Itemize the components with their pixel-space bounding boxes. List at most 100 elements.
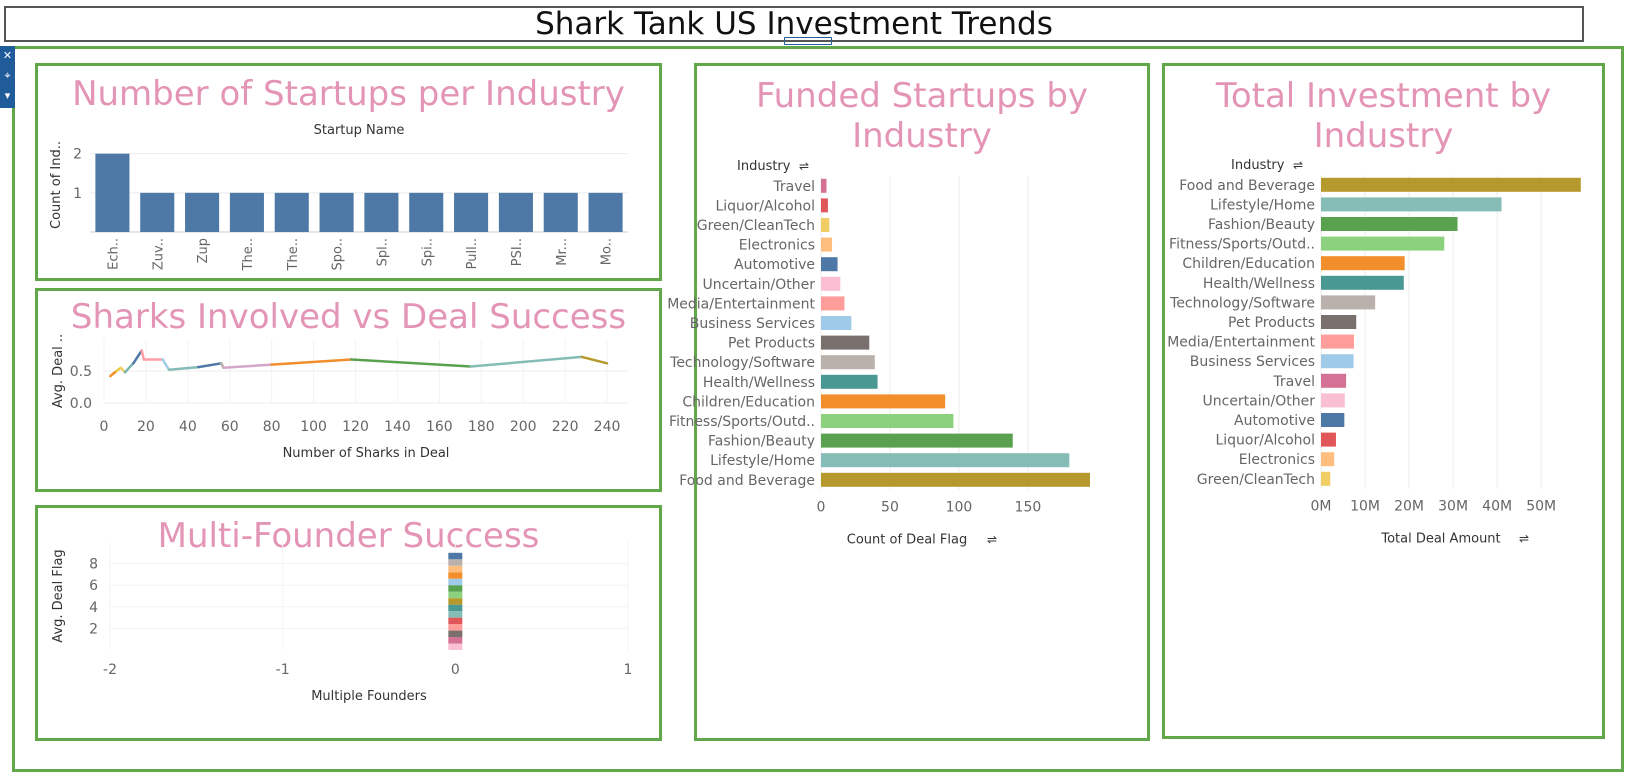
bar bbox=[1321, 256, 1405, 271]
bar bbox=[821, 316, 852, 330]
y-tick-label: Automotive bbox=[1234, 413, 1315, 429]
y-tick-label: Pet Products bbox=[1228, 315, 1315, 331]
series-line-segment bbox=[109, 369, 118, 378]
sharks-vs-success-chart: 0.0 0.5 0 20 40 60 80 100 120 140 160 180 200 220 240 N… bbox=[51, 334, 628, 461]
y-tick-label: Green/CleanTech bbox=[1197, 472, 1315, 488]
bar bbox=[1321, 413, 1345, 427]
panel-funded-by-industry[interactable]: Funded Startups by Industry Industry ⇌ 0 50… bbox=[667, 63, 1150, 741]
x-tick-label: Pull.. bbox=[465, 238, 480, 269]
bar bbox=[821, 394, 946, 409]
y-tick-label: Business Services bbox=[1190, 354, 1315, 370]
stack-segment bbox=[448, 565, 463, 573]
x-tick-label: 10M bbox=[1350, 499, 1380, 515]
x-tick-label: 80 bbox=[263, 419, 281, 435]
bar bbox=[821, 453, 1070, 468]
bar bbox=[821, 178, 827, 193]
series-line-segment bbox=[161, 358, 171, 371]
series-line-segment bbox=[222, 363, 273, 370]
y-axis-title: Avg. Deal .. bbox=[51, 334, 66, 408]
pin-icon[interactable]: ⌖ bbox=[4, 69, 11, 82]
x-tick-label: 100 bbox=[300, 419, 327, 435]
bar bbox=[1321, 393, 1345, 408]
x-tick-label: Mr... bbox=[555, 238, 570, 266]
close-icon[interactable]: ✕ bbox=[2, 49, 13, 62]
bar bbox=[140, 192, 175, 232]
y-tick-label: Fashion/Beauty bbox=[708, 434, 815, 450]
panel-sharks-vs-success[interactable]: Sharks Involved vs Deal Success 0.0 0.5 0 2… bbox=[35, 288, 662, 492]
x-tick-label: -2 bbox=[103, 662, 117, 678]
y-tick-label: 2 bbox=[89, 621, 98, 637]
bar bbox=[95, 153, 130, 232]
chart-title: Multi-Founder Success bbox=[157, 516, 540, 556]
y-tick-label: Travel bbox=[772, 179, 815, 195]
bar bbox=[821, 335, 870, 350]
x-tick-label: Ech.. bbox=[106, 238, 121, 270]
stack-segment bbox=[448, 572, 463, 579]
y-tick-label: Food and Beverage bbox=[679, 473, 815, 489]
series-line-segment bbox=[140, 349, 146, 361]
chevron-down-icon[interactable]: ▾ bbox=[4, 89, 11, 102]
x-tick-label: PSI.. bbox=[510, 238, 525, 266]
x-tick-label: 20 bbox=[137, 419, 155, 435]
bar bbox=[821, 472, 1090, 487]
x-tick-label: 30M bbox=[1438, 499, 1468, 515]
panel-startups-per-industry[interactable]: Number of Startups per Industry Startup … bbox=[35, 63, 662, 281]
y-tick-label: Automotive bbox=[734, 257, 815, 273]
bar bbox=[543, 192, 578, 232]
bar bbox=[1321, 452, 1335, 467]
y-tick-label: 6 bbox=[89, 578, 98, 594]
chart-title-line-1: Total Investment by bbox=[1215, 76, 1552, 116]
y-tick-label: Electronics bbox=[1239, 452, 1315, 468]
series-line-segment bbox=[132, 349, 143, 365]
x-tick-label: Spo.. bbox=[331, 238, 346, 271]
x-tick-label: 50 bbox=[881, 500, 899, 516]
series-line-segment bbox=[469, 355, 584, 368]
y-tick-label: 0.5 bbox=[70, 364, 92, 380]
stack-segment bbox=[448, 604, 463, 612]
stack-segment bbox=[448, 624, 463, 631]
y-tick-label: Travel bbox=[1272, 374, 1315, 390]
x-tick-label: 40 bbox=[179, 419, 197, 435]
y-tick-label: 1 bbox=[73, 186, 82, 202]
y-tick-label: Food and Beverage bbox=[1179, 178, 1315, 194]
bar bbox=[821, 257, 838, 272]
floating-toolbar[interactable]: ✕ ⌖ ▾ bbox=[0, 46, 15, 108]
series-line-segment bbox=[197, 362, 223, 369]
y-tick-label: Children/Education bbox=[682, 394, 815, 410]
bar bbox=[1321, 432, 1336, 447]
bar bbox=[1321, 315, 1357, 329]
sort-icon: ⇌ bbox=[799, 159, 809, 173]
x-axis-title: Count of Deal Flag bbox=[847, 533, 967, 548]
x-axis-title: Startup Name bbox=[314, 123, 405, 138]
startups-per-industry-chart: Startup Name Count of Ind.. 1 2 Ech.. Zuv.. Zu… bbox=[49, 123, 628, 271]
bar bbox=[454, 192, 489, 232]
bar bbox=[821, 276, 841, 291]
stack-segment bbox=[448, 585, 463, 592]
y-tick-label: 2 bbox=[73, 147, 82, 163]
x-tick-label: 60 bbox=[221, 419, 239, 435]
y-axis-title: Avg. Deal Flag bbox=[51, 549, 66, 642]
panel-total-investment[interactable]: Total Investment by Industry Industry ⇌ 0M… bbox=[1162, 63, 1605, 739]
bar bbox=[1321, 334, 1355, 349]
bar bbox=[1321, 275, 1404, 290]
series-line-segment bbox=[350, 358, 473, 368]
y-tick-label: Pet Products bbox=[728, 336, 815, 352]
x-tick-label: 0 bbox=[451, 662, 460, 678]
funded-by-industry-chart: Industry ⇌ 0 50 100 150 Count of Deal Flag ⇌ Tra… bbox=[667, 159, 1090, 548]
bar bbox=[821, 433, 1013, 448]
chart-title: Sharks Involved vs Deal Success bbox=[70, 297, 627, 337]
y-tick-label: 8 bbox=[89, 557, 98, 573]
y-tick-label: Fashion/Beauty bbox=[1208, 217, 1315, 233]
bar bbox=[1321, 217, 1458, 231]
bar bbox=[588, 192, 623, 232]
bar bbox=[185, 192, 220, 232]
chart-title-line-2: Industry bbox=[852, 116, 992, 156]
title-resize-handle[interactable] bbox=[784, 37, 832, 45]
bar bbox=[821, 414, 954, 428]
chart-title: Number of Startups per Industry bbox=[72, 74, 625, 114]
panel-multi-founder-success[interactable]: Multi-Founder Success 2 4 6 8 -2 -1 0 1 Multiple… bbox=[35, 505, 662, 741]
x-axis-title: Multiple Founders bbox=[311, 689, 427, 704]
bar bbox=[821, 374, 878, 389]
y-tick-label: Lifestyle/Home bbox=[1210, 197, 1315, 213]
y-tick-label: Fitness/Sports/Outd.. bbox=[1169, 237, 1315, 253]
